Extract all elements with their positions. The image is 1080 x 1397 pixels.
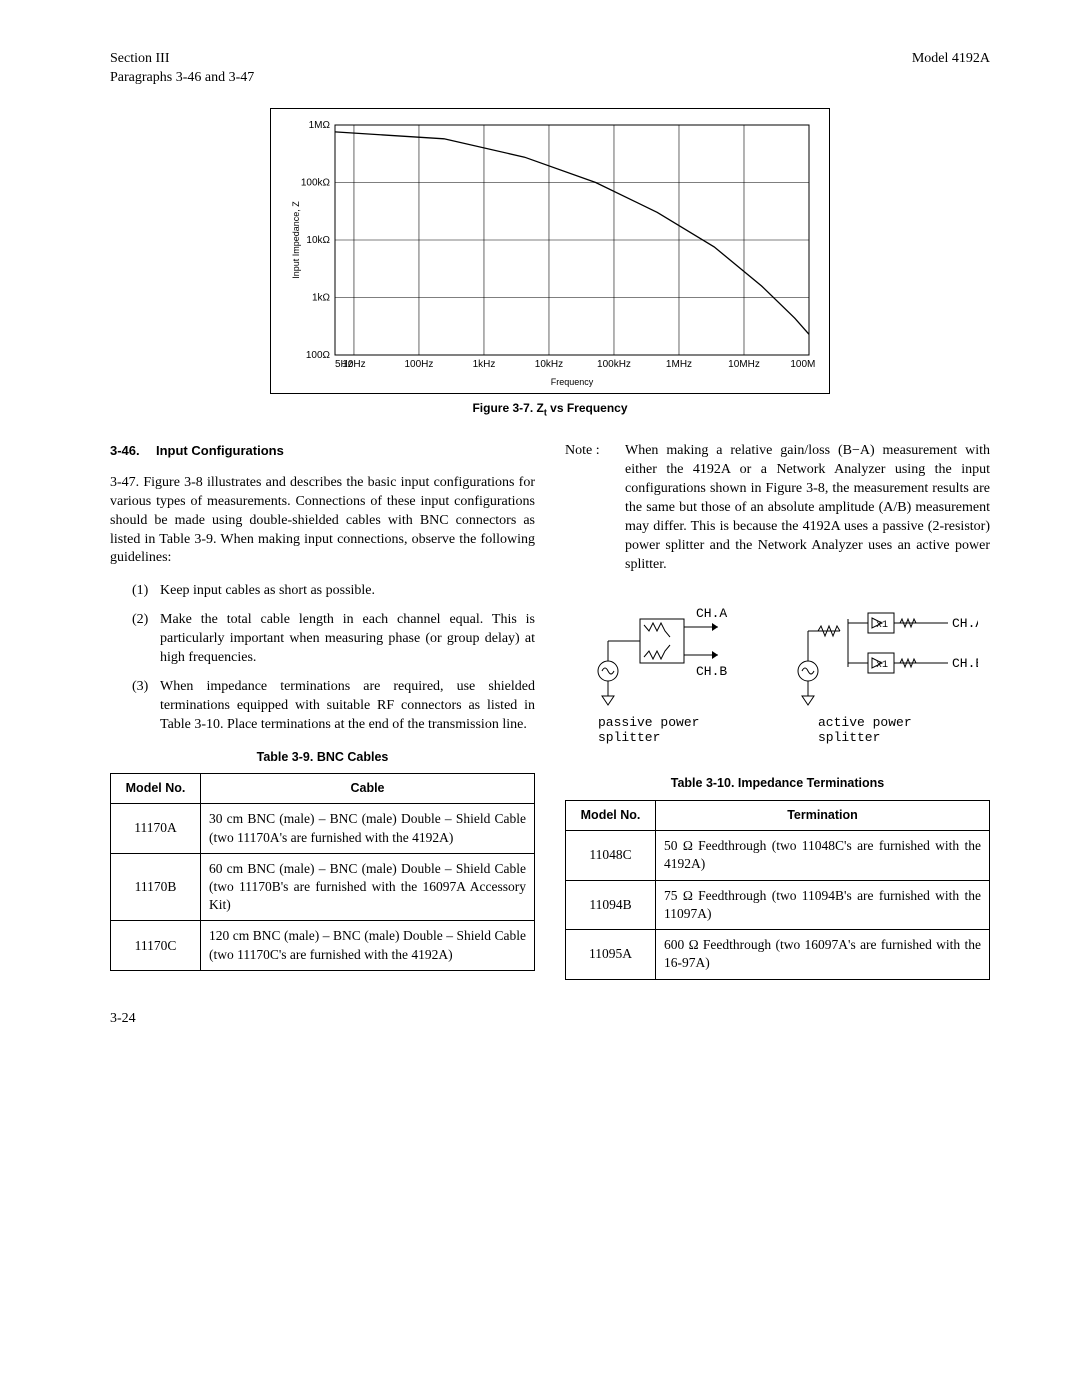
paragraph-3-47: 3-47. Figure 3-8 illustrates and describ… (110, 474, 535, 568)
svg-text:100MHz: 100MHz (790, 359, 815, 370)
section-label: Section III (110, 50, 254, 69)
svg-text:CH.A: CH.A (696, 606, 727, 621)
zt-frequency-chart: 100Ω1kΩ10kΩ100kΩ1MΩ5Hz10Hz100Hz1kHz10kHz… (285, 119, 815, 387)
svg-text:10kΩ: 10kΩ (306, 235, 330, 246)
table-row: 11095A600 Ω Feedthrough (two 16097A's ar… (566, 930, 990, 979)
svg-text:100Ω: 100Ω (306, 350, 331, 361)
page-header: Section III Paragraphs 3-46 and 3-47 Mod… (110, 50, 990, 88)
chart-frame: 100Ω1kΩ10kΩ100kΩ1MΩ5Hz10Hz100Hz1kHz10kHz… (270, 108, 830, 394)
list-item: (1)Keep input cables as short as possibl… (132, 582, 535, 601)
table-row: 11170C120 cm BNC (male) – BNC (male) Dou… (111, 921, 535, 970)
svg-text:100kΩ: 100kΩ (301, 177, 331, 188)
svg-text:100Hz: 100Hz (405, 359, 434, 370)
splitter-diagram: CH.ACH.Bpassive powersplitterx1CH.Ax1CH.… (565, 591, 990, 758)
th-model: Model No. (566, 801, 656, 831)
table-row: 11048C50 Ω Feedthrough (two 11048C's are… (566, 831, 990, 880)
svg-text:CH.B: CH.B (952, 656, 978, 671)
guideline-list: (1)Keep input cables as short as possibl… (132, 582, 535, 734)
paragraph-label: Paragraphs 3-46 and 3-47 (110, 69, 254, 88)
th-termination: Termination (656, 801, 990, 831)
svg-text:1MΩ: 1MΩ (309, 120, 331, 131)
note-text: When making a relative gain/loss (B−A) m… (625, 442, 990, 574)
table-row: 11094B75 Ω Feedthrough (two 11094B's are… (566, 880, 990, 929)
page-number: 3-24 (110, 1010, 990, 1029)
svg-text:10Hz: 10Hz (342, 359, 365, 370)
table-3-10-title: Table 3-10. Impedance Terminations (565, 775, 990, 792)
svg-text:10kHz: 10kHz (535, 359, 563, 370)
table-row: 11170B60 cm BNC (male) – BNC (male) Doub… (111, 853, 535, 921)
splitter-svg: CH.ACH.Bpassive powersplitterx1CH.Ax1CH.… (578, 591, 978, 751)
left-column: 3-46.Input Configurations 3-47. Figure 3… (110, 442, 535, 979)
svg-text:active power: active power (818, 715, 912, 730)
table-3-9-title: Table 3-9. BNC Cables (110, 749, 535, 766)
svg-text:1kΩ: 1kΩ (312, 292, 331, 303)
table-3-10: Model No.Termination 11048C50 Ω Feedthro… (565, 800, 990, 979)
svg-text:1kHz: 1kHz (473, 359, 496, 370)
svg-text:splitter: splitter (818, 730, 880, 745)
note-label: Note : (565, 442, 625, 574)
note-block: Note : When making a relative gain/loss … (565, 442, 990, 574)
svg-text:CH.A: CH.A (952, 616, 978, 631)
svg-text:10MHz: 10MHz (728, 359, 760, 370)
body-columns: 3-46.Input Configurations 3-47. Figure 3… (110, 442, 990, 979)
figure-caption: Figure 3-7. Zt vs Frequency (110, 400, 990, 419)
list-item: (2)Make the total cable length in each c… (132, 611, 535, 668)
table-3-9: Model No.Cable 11170A30 cm BNC (male) – … (110, 773, 535, 970)
section-heading: 3-46.Input Configurations (110, 442, 535, 460)
svg-text:1MHz: 1MHz (666, 359, 692, 370)
right-column: Note : When making a relative gain/loss … (565, 442, 990, 979)
svg-text:x1: x1 (876, 620, 888, 631)
svg-text:passive power: passive power (598, 715, 699, 730)
svg-text:CH.B: CH.B (696, 664, 727, 679)
svg-text:100kHz: 100kHz (597, 359, 631, 370)
list-item: (3)When impedance terminations are requi… (132, 678, 535, 735)
header-right: Model 4192A (912, 50, 990, 88)
svg-text:splitter: splitter (598, 730, 660, 745)
th-model: Model No. (111, 774, 201, 804)
th-cable: Cable (201, 774, 535, 804)
svg-text:Frequency: Frequency (551, 377, 594, 387)
table-row: 11170A30 cm BNC (male) – BNC (male) Doub… (111, 804, 535, 853)
svg-text:x1: x1 (876, 660, 888, 671)
svg-text:Input Impedance, Z: Input Impedance, Z (291, 201, 301, 279)
header-left: Section III Paragraphs 3-46 and 3-47 (110, 50, 254, 88)
